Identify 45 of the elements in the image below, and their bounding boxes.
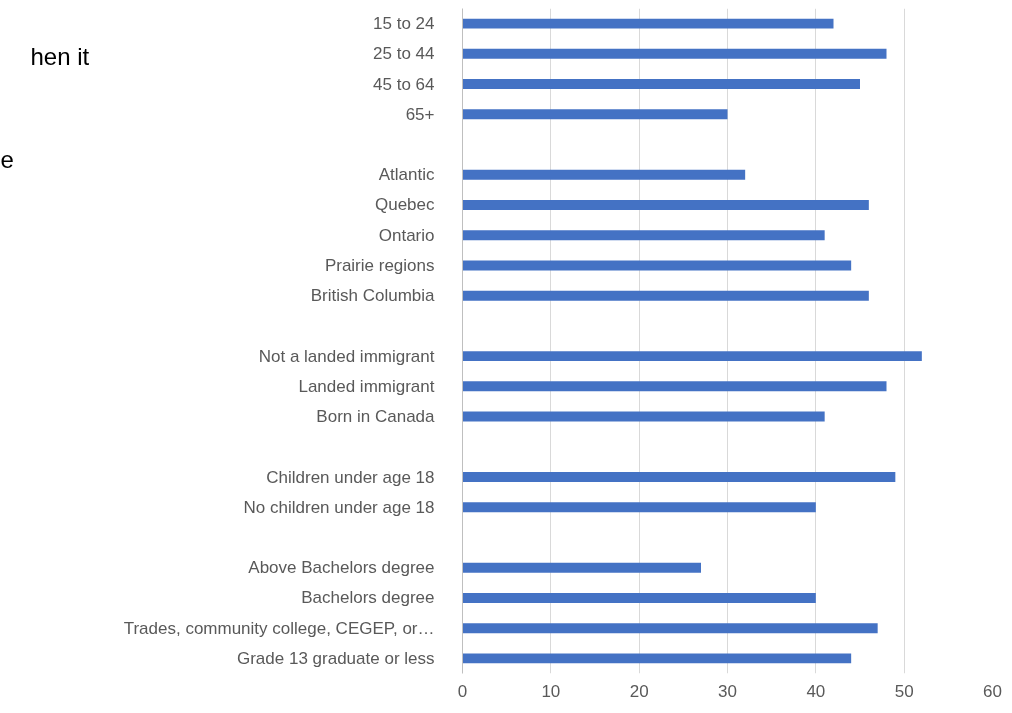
x-tick-label: 10: [541, 681, 561, 701]
y-tick-label: Quebec: [374, 195, 435, 215]
y-tick-label: Born in Canada: [316, 407, 436, 427]
bar: [462, 48, 887, 59]
x-tick-label: 50: [894, 681, 914, 701]
x-tick-label: 60: [983, 681, 1002, 701]
bar: [462, 230, 825, 241]
bar: [462, 472, 896, 483]
bar: [462, 502, 816, 513]
bar: [462, 169, 746, 180]
y-tick-label: 25 to 44: [373, 44, 435, 64]
y-tick-label: No children under age 18: [243, 497, 435, 517]
y-tick-label: Trades, community college, CEGEP, or…: [123, 618, 435, 638]
bar: [462, 109, 728, 120]
text: hen it: [30, 43, 90, 71]
text: e: [0, 146, 14, 174]
x-tick-label: 30: [718, 681, 737, 701]
y-tick-label: Bachelors degree: [301, 588, 435, 608]
bar: [462, 653, 852, 664]
bar: [462, 351, 922, 362]
bar: [462, 260, 852, 271]
y-tick-label: Landed immigrant: [298, 376, 435, 396]
y-tick-label: Children under age 18: [266, 467, 435, 487]
y-tick-label: 15 to 24: [373, 14, 435, 34]
bar: [462, 562, 701, 573]
bar: [462, 411, 825, 422]
bar: [462, 290, 869, 301]
bar: [462, 79, 860, 90]
bar: [462, 18, 834, 29]
bar: [462, 381, 887, 392]
y-tick-label: Prairie regions: [324, 255, 435, 275]
y-tick-label: Above Bachelors degree: [248, 558, 435, 578]
y-tick-label: British Columbia: [310, 286, 436, 306]
y-tick-label: 45 to 64: [373, 74, 435, 94]
bar: [462, 623, 878, 634]
y-tick-label: Atlantic: [378, 165, 435, 185]
y-tick-label: Not a landed immigrant: [258, 346, 435, 366]
y-tick-label: Ontario: [378, 225, 435, 245]
y-tick-label: Grade 13 graduate or less: [236, 648, 435, 668]
bar: [462, 199, 869, 210]
x-tick-label: 20: [629, 681, 649, 701]
x-tick-label: 40: [806, 681, 826, 701]
bar: [462, 592, 816, 603]
x-tick-label: 0: [457, 681, 468, 701]
y-tick-label: 65+: [405, 104, 435, 124]
